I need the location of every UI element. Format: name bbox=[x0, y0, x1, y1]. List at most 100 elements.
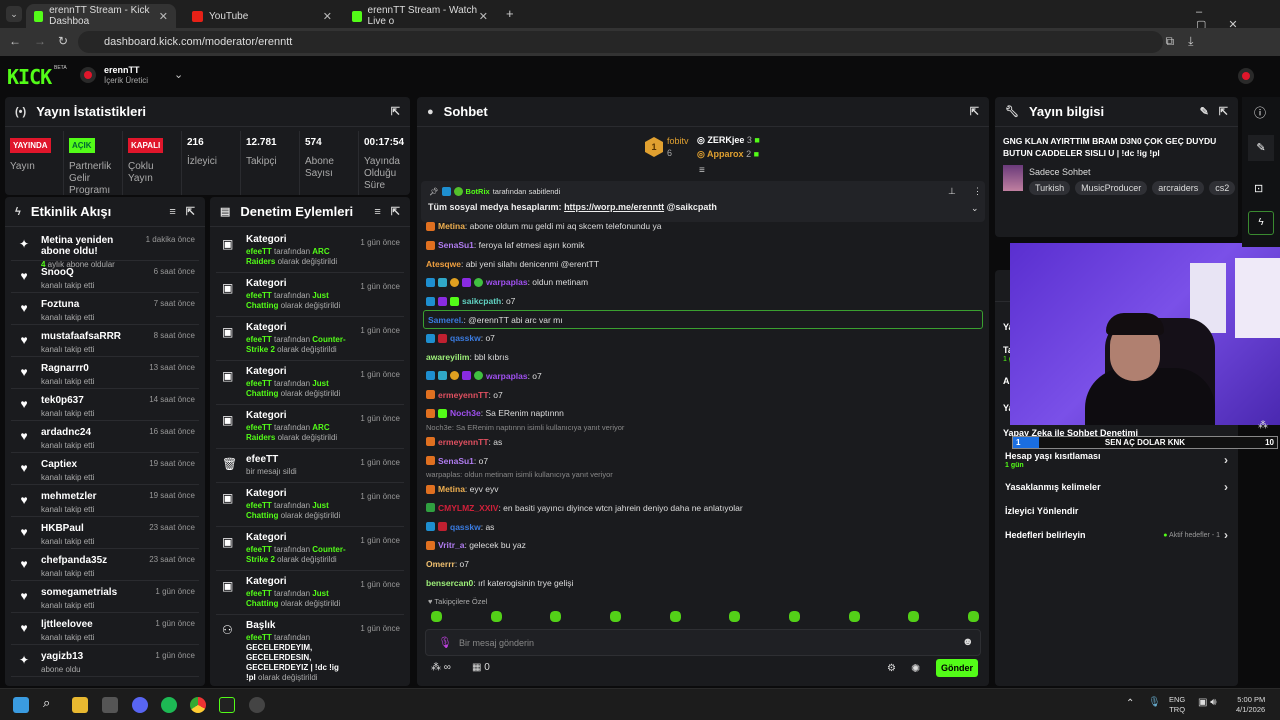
chat-message[interactable]: CMYLMZ_XXIV: en basiti yayıncı diyince w… bbox=[417, 499, 989, 518]
chat-username[interactable]: awareyilim bbox=[426, 352, 470, 363]
chat-username[interactable]: warpaplas bbox=[486, 370, 528, 381]
spotify-icon[interactable] bbox=[161, 697, 177, 713]
tag[interactable]: MusicProducer bbox=[1075, 181, 1148, 195]
chat-message[interactable]: Vritr_a: gelecek bu yaz bbox=[417, 536, 989, 555]
filter-icon[interactable]: ≡ bbox=[374, 205, 381, 218]
activity-item[interactable]: ♥ ardadnc24 kanalı takip etti 16 saat önce bbox=[11, 421, 199, 453]
tag[interactable]: cs2 bbox=[1209, 181, 1236, 195]
channel-points-icon[interactable]: ⁂ bbox=[1258, 420, 1268, 431]
mod-tools-icon[interactable]: ✺ bbox=[911, 663, 921, 675]
chat-username[interactable]: Atesqwe bbox=[426, 258, 461, 269]
chat-message[interactable]: Atesqwe: abi yeni silahı denicenmi @eren… bbox=[417, 254, 989, 273]
quick-actions-lightning-icon[interactable]: ϟ bbox=[1248, 211, 1274, 235]
emote-icon[interactable] bbox=[848, 611, 860, 622]
moderation-item[interactable]: ⚇ Başlık efeeTT tarafından GECELERDEYIM, G… bbox=[216, 615, 404, 686]
expand-chevron-icon[interactable]: ⌄ bbox=[971, 203, 979, 213]
emoji-icon[interactable]: ☻ bbox=[962, 636, 974, 648]
moderation-item[interactable]: ▣ Kategori efeeTT tarafından Just Chatting… bbox=[216, 361, 404, 405]
activity-item[interactable]: ♥ Captiex kanalı takip etti 19 saat önce bbox=[11, 453, 199, 485]
chat-username[interactable]: qasskw bbox=[450, 521, 481, 532]
chat-username[interactable]: CMYLMZ_XXIV bbox=[438, 502, 499, 513]
activity-item[interactable]: ♥ Ragnarrr0 kanalı takip etti 13 saat önce bbox=[11, 357, 199, 389]
app-icon[interactable] bbox=[219, 697, 235, 713]
chat-message[interactable]: warpaplas: oldun metinam bbox=[417, 273, 989, 292]
setting-row[interactable]: Yasaklanmış kelimeler › bbox=[995, 475, 1238, 499]
chat-username[interactable]: saikcpath bbox=[462, 296, 502, 307]
activity-item[interactable]: ♥ Foztuna kanalı takip etti 7 saat önce bbox=[11, 293, 199, 325]
back-icon[interactable]: ← bbox=[9, 34, 21, 48]
chat-username[interactable]: Omerrr bbox=[426, 559, 455, 570]
popout-icon[interactable]: ⇱ bbox=[1218, 106, 1228, 118]
leaderboard-user[interactable]: fobitv bbox=[667, 136, 689, 146]
chat-username[interactable]: Vritr_a bbox=[438, 540, 465, 551]
channel-switch-chevron-icon[interactable]: ⌄ bbox=[174, 69, 184, 81]
send-button[interactable]: Gönder bbox=[936, 659, 978, 677]
windows-start-icon[interactable] bbox=[13, 697, 29, 713]
emote-icon[interactable] bbox=[908, 611, 920, 622]
setting-row[interactable]: Hesap yaşı kısıtlaması 1 gün › bbox=[995, 445, 1238, 475]
chat-message[interactable]: ermeyennTT: o7 bbox=[417, 385, 989, 404]
clock[interactable]: 5:00 PM 4/1/2026 bbox=[1236, 695, 1265, 715]
chat-message[interactable]: Noch3e: Sa ERenim naptınnn bbox=[417, 404, 989, 423]
info-icon[interactable]: ⓘ bbox=[1254, 106, 1267, 120]
moderation-item[interactable]: ▣ Kategori efeeTT tarafından Counter-Strik… bbox=[216, 317, 404, 361]
tab-kick-watch[interactable]: erennTT Stream - Watch Live o ✕ bbox=[344, 4, 496, 28]
chat-message[interactable]: awareyilim: bbl kıbrıs bbox=[417, 348, 989, 367]
discord-icon[interactable] bbox=[132, 697, 148, 713]
activity-item[interactable]: ♥ ljttleelovee kanalı takip etti 1 gün önce bbox=[11, 613, 199, 645]
chat-username[interactable]: SenaSu1 bbox=[438, 240, 474, 251]
category-name[interactable]: Sadece Sohbet bbox=[1029, 167, 1091, 177]
tag[interactable]: arcraiders bbox=[1152, 181, 1205, 195]
chat-username[interactable]: Metina bbox=[438, 221, 465, 232]
network-volume-icons[interactable]: ▣ 🔊︎ bbox=[1198, 697, 1217, 708]
activity-item[interactable]: ♥ SnooQ kanalı takip etti 6 saat önce bbox=[11, 261, 199, 293]
chat-message[interactable]: warpaplas: o7 bbox=[417, 367, 989, 386]
tray-chevron-icon[interactable]: ⌃ bbox=[1126, 698, 1135, 709]
pinned-link[interactable]: https://worp.me/erenntt bbox=[564, 202, 665, 212]
moderation-item[interactable]: ▣ Kategori efeeTT tarafından Just Chatting… bbox=[216, 483, 404, 527]
popout-icon[interactable]: ⇱ bbox=[390, 106, 400, 118]
chat-message[interactable]: qasskw: o7 bbox=[417, 329, 989, 348]
moderation-item[interactable]: ▣ Kategori efeeTT tarafından Just Chatting… bbox=[216, 571, 404, 615]
close-icon[interactable]: ✕ bbox=[478, 10, 488, 23]
activity-item[interactable]: ♥ somegametrials kanalı takip etti 1 gün ön… bbox=[11, 581, 199, 613]
popout-icon[interactable]: ⇱ bbox=[969, 106, 979, 118]
store-button[interactable]: ▦ 0 bbox=[472, 662, 490, 673]
chat-username[interactable]: warpaplas bbox=[486, 277, 528, 288]
settings-app-icon[interactable] bbox=[249, 697, 265, 713]
file-explorer-icon[interactable] bbox=[72, 697, 88, 713]
channel-points[interactable]: ⁂ ∞ bbox=[431, 662, 451, 673]
leaderboard-user[interactable]: ◎ ZERKjee 3 ■ bbox=[697, 135, 760, 145]
chat-username[interactable]: ermeyennTT bbox=[438, 389, 489, 400]
chat-message[interactable]: Omerrr: o7 bbox=[417, 555, 989, 574]
chat-username[interactable]: SenaSu1 bbox=[438, 455, 474, 466]
chat-message[interactable]: Metina: eyv eyv bbox=[417, 480, 989, 499]
chevron-right-icon[interactable]: › bbox=[1224, 453, 1228, 467]
tab-kick-dashboard[interactable]: erennTT Stream - Kick Dashboa ✕ bbox=[26, 4, 176, 28]
moderation-item[interactable]: ▣ Kategori efeeTT tarafından Counter-Strik… bbox=[216, 527, 404, 571]
chat-username[interactable]: Metina bbox=[438, 484, 465, 495]
chat-message[interactable]: bensercan0: ırl katerogisinin trye geliş… bbox=[417, 573, 989, 592]
emote-icon[interactable] bbox=[669, 611, 681, 622]
chat-message[interactable]: Samerel.: @erennTT abi arc var mı bbox=[423, 310, 983, 330]
collapse-leaderboard-icon[interactable]: ≡ bbox=[699, 165, 705, 176]
edit-icon[interactable]: ✎ bbox=[1248, 135, 1274, 161]
moderation-item[interactable]: 🗑︎ efeeTT bir mesajı sildi 1 gün önce bbox=[216, 449, 404, 483]
chat-message[interactable]: Metina: abone oldum mu geldi mi aq skcem… bbox=[417, 217, 989, 236]
microphone-icon[interactable]: 🎙︎ bbox=[438, 637, 452, 649]
chat-username[interactable]: bensercan0 bbox=[426, 577, 474, 588]
activity-item[interactable]: ✦ yagizb13 abone oldu 1 gün önce bbox=[11, 645, 199, 677]
chevron-right-icon[interactable]: › bbox=[1224, 528, 1228, 542]
emote-icon[interactable] bbox=[550, 611, 562, 622]
emote-icon[interactable] bbox=[431, 611, 442, 622]
tab-search-icon[interactable]: ⌄ bbox=[6, 6, 22, 22]
activity-item[interactable]: ♥ chefpanda35z kanalı takip etti 23 saat ön… bbox=[11, 549, 199, 581]
ai-moderation-setting[interactable]: Yapay Zeka ile Sohbet Denetimi bbox=[1003, 428, 1139, 438]
close-icon[interactable]: ✕ bbox=[322, 10, 332, 23]
setting-row[interactable]: Hedefleri belirleyin ● Aktif hedefler - 1… bbox=[995, 523, 1238, 547]
emote-icon[interactable] bbox=[788, 611, 800, 622]
leaderboard-user[interactable]: ◎ Apparox 2 ■ bbox=[697, 149, 760, 159]
chat-input[interactable]: 🎙︎ Bir mesaj gönderin ☻ bbox=[425, 629, 981, 656]
language-indicator[interactable]: ENG TRQ bbox=[1169, 695, 1185, 715]
emote-icon[interactable] bbox=[729, 611, 741, 622]
